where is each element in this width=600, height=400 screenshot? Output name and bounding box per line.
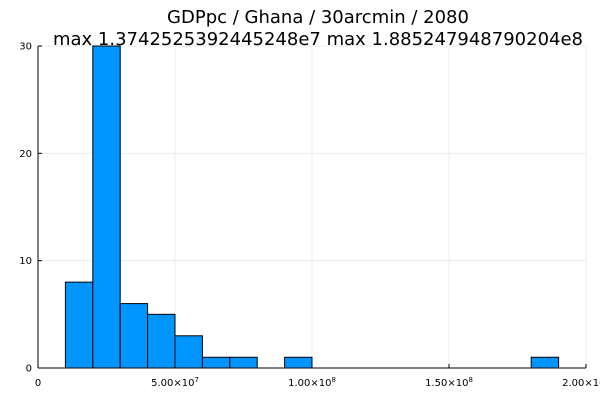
histogram-bar — [530, 356, 560, 369]
histogram-bars — [64, 45, 560, 369]
y-tick-label: 20 — [19, 149, 32, 160]
histogram-bar — [284, 356, 313, 369]
x-tick-exponent: 8 — [468, 376, 472, 384]
chart-title-line-1: GDPpc / Ghana / 30arcmin / 2080 — [167, 7, 469, 28]
histogram-bar — [119, 303, 149, 369]
y-tick-label: 0 — [26, 364, 32, 375]
histogram-bar — [92, 45, 121, 369]
x-tick-label: 1.00×108 — [288, 376, 336, 389]
histogram-bar — [201, 356, 231, 369]
x-tick-label: 5.00×107 — [151, 376, 199, 389]
histogram-bar — [147, 313, 176, 369]
x-tick-label: 2.00×108 — [562, 376, 600, 389]
x-tick-exponent: 7 — [194, 376, 198, 384]
x-tick-label: 1.50×108 — [425, 376, 473, 389]
grid-lines — [38, 45, 587, 368]
histogram-bar — [64, 281, 94, 369]
x-tick-exponent: 8 — [331, 376, 335, 384]
y-tick-label: 10 — [19, 256, 32, 267]
chart-title-line-2: max 1.3742525392445248e7 max 1.885247948… — [53, 29, 583, 50]
axes — [37, 45, 587, 369]
x-tick-label: 0 — [35, 378, 41, 389]
histogram-bar — [174, 335, 203, 369]
tick-labels: 0 5.00×107 1.00×108 1.50×108 2.00×108 0 10 20 30 — [19, 42, 600, 390]
y-tick-label: 30 — [19, 42, 32, 53]
histogram-bar — [229, 356, 258, 369]
